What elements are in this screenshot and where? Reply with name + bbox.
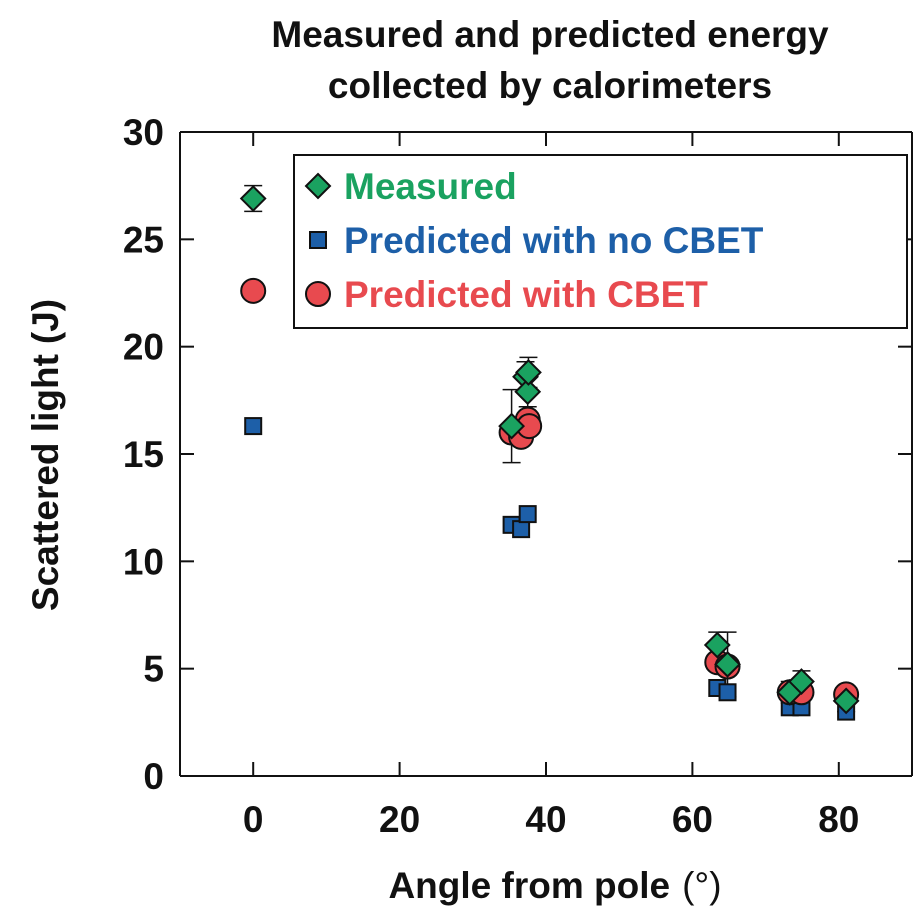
y-tick-label: 30 [123, 112, 164, 153]
x-axis-label-text: Angle from pole [388, 865, 670, 906]
data-point-diamond [239, 185, 267, 212]
x-tick-label: 40 [525, 799, 566, 840]
y-tick-label: 25 [123, 219, 164, 260]
legend: Measured Predicted with no CBET Predicted … [293, 154, 908, 329]
x-tick-label: 20 [379, 799, 420, 840]
x-tick-label: 80 [818, 799, 859, 840]
chart-title-line-2: collected by calorimeters [328, 65, 772, 106]
legend-marker-circle [305, 281, 331, 307]
axis-ticks: 0 20 40 60 80 0 5 10 15 20 25 30 [123, 112, 912, 840]
data-point-square [718, 683, 737, 702]
data-point-square [518, 505, 537, 524]
y-axis-label-text: Scattered light [25, 354, 66, 611]
data-marks [239, 185, 860, 721]
x-tick-label: 0 [243, 799, 264, 840]
y-tick-label: 10 [123, 541, 164, 582]
y-tick-label: 5 [143, 649, 164, 690]
legend-label: Predicted with CBET [344, 274, 708, 315]
data-point-diamond [714, 650, 741, 678]
y-tick-label: 20 [123, 327, 164, 368]
legend-label: Predicted with no CBET [344, 220, 764, 261]
y-axis-label: Scattered light (J) [25, 299, 66, 611]
y-tick-label: 0 [143, 756, 164, 797]
y-tick-label: 15 [123, 434, 164, 475]
data-point-diamond [515, 359, 542, 386]
data-point-square [244, 417, 263, 436]
legend-marker-square [309, 231, 327, 249]
chart-title-line-1: Measured and predicted energy [271, 14, 829, 55]
data-point-diamond [788, 668, 815, 695]
data-point-circle [240, 277, 267, 304]
legend-label: Measured [344, 166, 517, 207]
data-point-square [512, 520, 531, 539]
legend-box [293, 154, 908, 329]
data-point-diamond [514, 378, 542, 406]
x-axis-unit: (°) [682, 865, 721, 906]
x-axis-label: Angle from pole (°) [388, 865, 721, 906]
y-axis-unit: (J) [25, 299, 66, 344]
data-point-diamond [832, 687, 860, 715]
x-tick-label: 60 [672, 799, 713, 840]
data-point-diamond [498, 412, 526, 440]
data-point-diamond [703, 631, 731, 659]
legend-marker-diamond [304, 172, 332, 200]
